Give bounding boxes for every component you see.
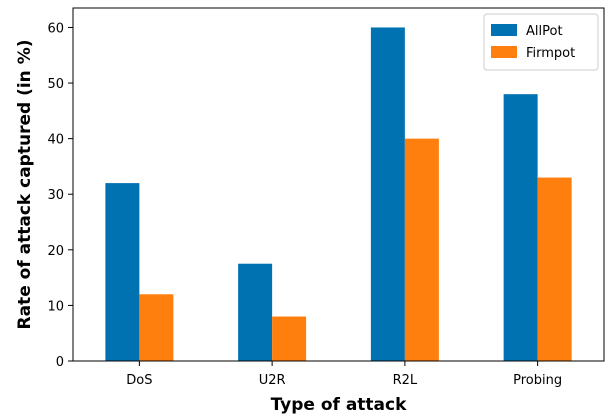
plot-frame bbox=[72, 7, 605, 362]
y-tick-label: 40 bbox=[47, 133, 64, 148]
y-tick-label: 30 bbox=[47, 188, 64, 203]
y-tick-label: 0 bbox=[56, 355, 64, 370]
legend: AllPot Firmpot bbox=[483, 13, 599, 71]
bar-allpot-r2l bbox=[370, 27, 405, 361]
x-tick-label: Probing bbox=[513, 373, 562, 388]
legend-label-firmpot: Firmpot bbox=[526, 46, 575, 61]
legend-swatch-firmpot bbox=[491, 46, 517, 58]
x-tick-label: R2L bbox=[393, 373, 418, 388]
bar-firmpot-u2r bbox=[272, 316, 307, 361]
x-axis-title: Type of attack bbox=[271, 395, 408, 415]
y-axis-ticks: 0 10 20 30 40 50 60 bbox=[47, 21, 73, 370]
legend-label-allpot: AllPot bbox=[526, 24, 563, 39]
bar-firmpot-probing bbox=[537, 177, 572, 361]
bar-allpot-probing bbox=[503, 94, 538, 362]
bar-allpot-u2r bbox=[238, 263, 273, 361]
y-tick-label: 20 bbox=[47, 244, 64, 259]
bar-firmpot-r2l bbox=[404, 138, 439, 361]
x-tick-label: U2R bbox=[259, 373, 286, 388]
y-tick-label: 10 bbox=[47, 299, 64, 314]
y-axis-title: Rate of attack captured (in %) bbox=[15, 40, 35, 330]
y-tick-label: 60 bbox=[47, 21, 64, 36]
x-axis-ticks: DoS U2R R2L Probing bbox=[126, 361, 562, 388]
x-tick-label: DoS bbox=[126, 373, 152, 388]
legend-box bbox=[483, 13, 599, 71]
bar-firmpot-dos bbox=[139, 294, 174, 361]
y-tick-label: 50 bbox=[47, 77, 64, 92]
bar-allpot-dos bbox=[105, 183, 140, 361]
legend-swatch-allpot bbox=[491, 24, 517, 36]
bars-group bbox=[105, 27, 572, 362]
